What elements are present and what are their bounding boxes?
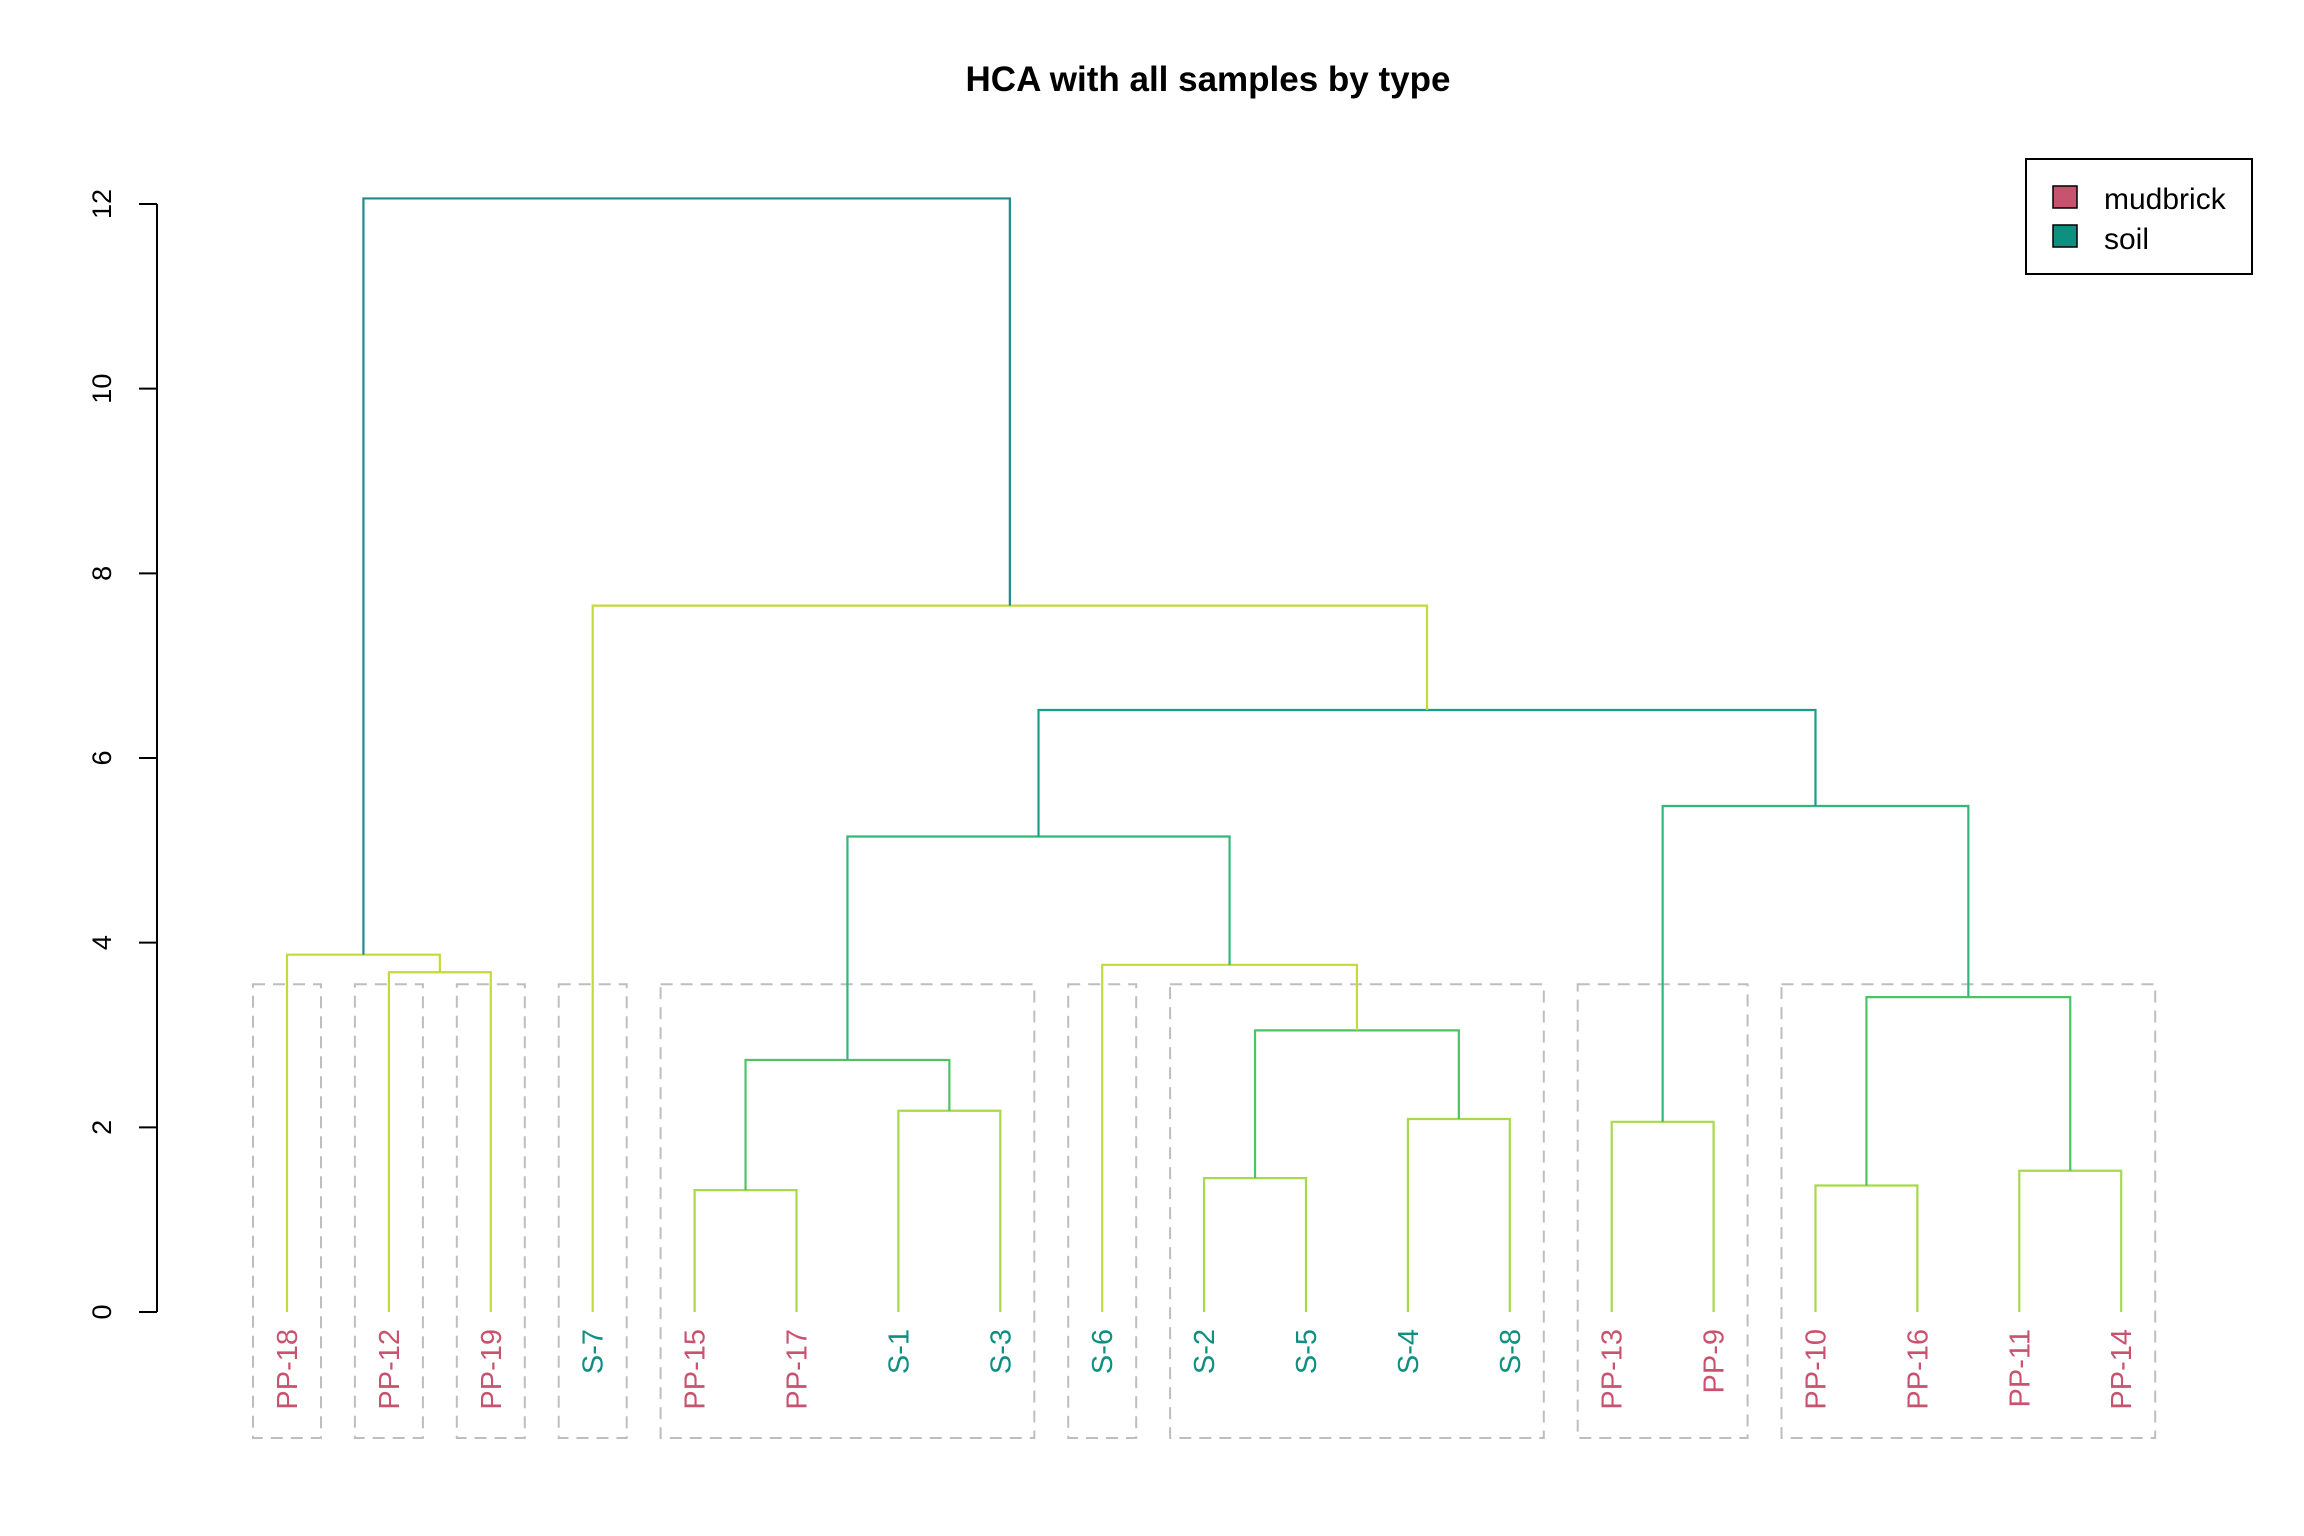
dendrogram-branch xyxy=(1037,708,1817,837)
leaf-label: PP-15 xyxy=(680,1329,712,1410)
leaf-labels: PP-18 PP-12 PP-19 S-7 PP-15 PP-17 S-1 S-3 S-6 S-2… xyxy=(272,1329,2138,1410)
y-tick-label: 2 xyxy=(87,1120,117,1135)
y-axis: 0 2 4 6 8 10 12 xyxy=(87,189,158,1320)
legend: mudbrick soil xyxy=(2025,158,2253,275)
dendrogram-branch xyxy=(362,197,1011,955)
leaf-label: PP-16 xyxy=(1902,1329,1934,1410)
y-tick-label: 8 xyxy=(87,566,117,581)
legend-swatch-mudbrick xyxy=(2052,185,2078,209)
y-tick-label: 12 xyxy=(87,189,117,219)
leaf-label: S-1 xyxy=(883,1329,915,1374)
leaf-label: S-6 xyxy=(1087,1329,1119,1374)
dendrogram-branches xyxy=(285,197,2123,1312)
leaf-label: S-8 xyxy=(1495,1329,1527,1374)
legend-label-mudbrick: mudbrick xyxy=(2104,183,2227,216)
leaf-label: S-3 xyxy=(985,1329,1017,1374)
leaf-label: PP-9 xyxy=(1699,1329,1731,1393)
leaf-label: PP-19 xyxy=(476,1329,508,1410)
leaf-label: PP-17 xyxy=(782,1329,814,1410)
leaf-label: S-7 xyxy=(578,1329,610,1374)
legend-label-soil: soil xyxy=(2104,223,2149,256)
dendrogram-branch xyxy=(1203,1177,1308,1312)
leaf-label: PP-13 xyxy=(1597,1329,1629,1410)
legend-swatch-soil xyxy=(2052,224,2078,248)
y-tick-label: 4 xyxy=(87,935,117,950)
legend-frame xyxy=(2025,158,2253,275)
chart-title: HCA with all samples by type xyxy=(966,60,1451,99)
leaf-label: PP-18 xyxy=(272,1329,304,1410)
leaf-label: PP-14 xyxy=(2106,1329,2138,1410)
leaf-label: PP-12 xyxy=(374,1329,406,1410)
leaf-label: S-4 xyxy=(1393,1329,1425,1374)
y-tick-label: 0 xyxy=(87,1304,117,1319)
y-tick-label: 6 xyxy=(87,750,117,765)
y-tick-label: 10 xyxy=(87,374,117,404)
leaf-label: PP-11 xyxy=(2004,1329,2036,1407)
leaf-label: S-2 xyxy=(1189,1329,1221,1374)
leaf-label: S-5 xyxy=(1291,1329,1323,1374)
dendrogram-branch xyxy=(1101,963,1359,1312)
leaf-label: PP-10 xyxy=(1801,1329,1833,1410)
